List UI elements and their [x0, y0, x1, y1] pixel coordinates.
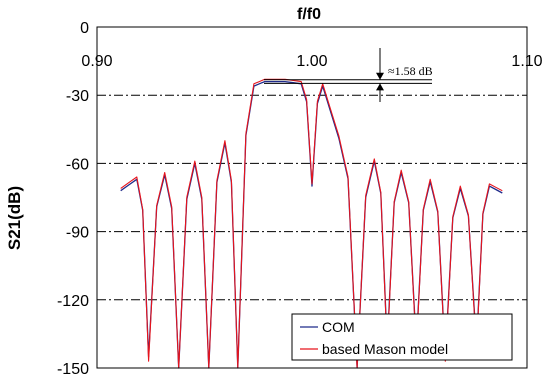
series-lines	[120, 78, 503, 369]
gridlines	[97, 94, 527, 301]
legend-label-com: COM	[322, 319, 355, 335]
plot-frame	[96, 26, 528, 369]
y-tick-labels: 0 -30 -60 -90 -120 -150	[57, 20, 89, 376]
x-tick-labels: 0.90 1.00 1.10	[81, 53, 542, 70]
chart-title: f/f0	[297, 6, 321, 23]
legend-label-mason: based Mason model	[322, 341, 448, 357]
y-tick-label: -60	[66, 156, 89, 173]
y-axis-label: S21(dB)	[5, 186, 24, 250]
annotation-text: ≈1.58 dB	[388, 64, 433, 78]
legend-box	[291, 313, 513, 361]
series-line-1	[120, 78, 503, 369]
y-tick-label: -120	[57, 293, 89, 310]
y-tick-label: 0	[80, 20, 89, 37]
legend: COM based Mason model	[291, 313, 513, 361]
annotation-arrowhead-down	[376, 72, 384, 80]
annotation-arrowhead-up	[376, 83, 384, 91]
y-tick-label: -150	[57, 361, 89, 376]
y-tick-label: -90	[66, 225, 89, 242]
x-tick-label: 1.00	[296, 53, 327, 70]
plot-area-border	[96, 26, 528, 369]
annotation-delta: ≈1.58 dB	[264, 48, 433, 102]
y-tick-label: -30	[66, 88, 89, 105]
